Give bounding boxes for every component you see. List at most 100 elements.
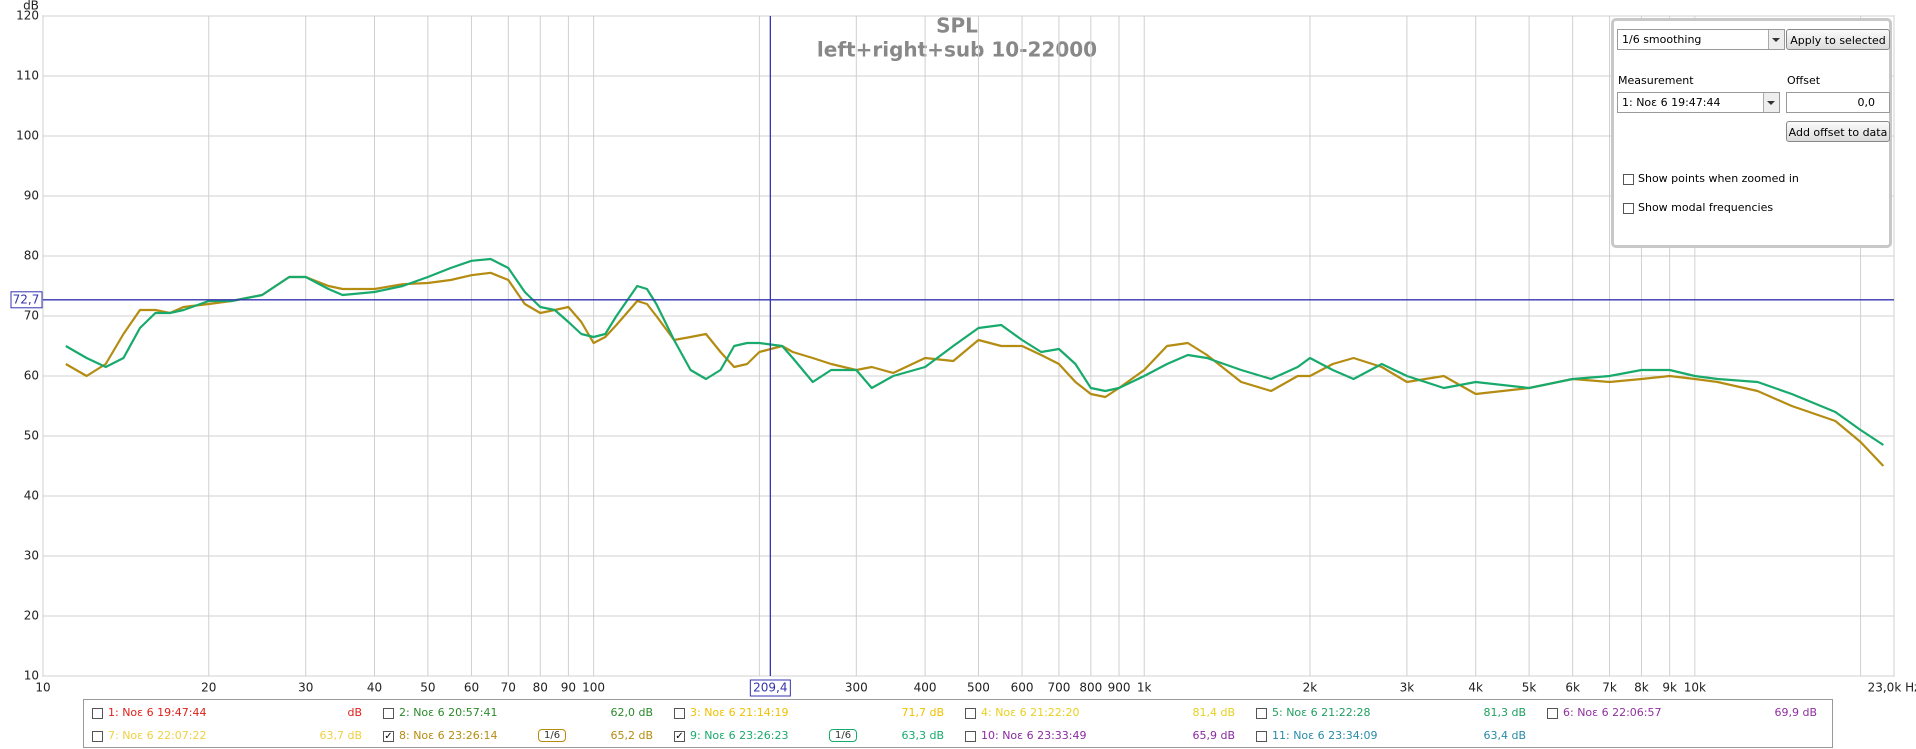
y-tick-label: 10	[24, 669, 39, 683]
measurement-readout: dB	[347, 706, 362, 719]
x-tick-label: 4k	[1468, 681, 1483, 695]
checkbox[interactable]	[1623, 203, 1634, 214]
checkbox[interactable]	[1256, 731, 1267, 742]
x-tick-label: 600	[1011, 681, 1034, 695]
x-tick-label: 2k	[1303, 681, 1318, 695]
offset-label: Offset	[1787, 74, 1821, 87]
measurement-readout: 81,4 dB	[1192, 706, 1235, 719]
offset-spinner[interactable]: 0,0	[1786, 92, 1890, 113]
smoothing-dropdown[interactable]: 1/6 smoothing	[1617, 29, 1785, 50]
y-tick-label: 80	[24, 249, 39, 263]
x-tick-label: 30	[298, 681, 313, 695]
measurement-dropdown[interactable]: 1: Νοε 6 19:47:44	[1617, 92, 1780, 113]
measurement-name: 2: Νοε 6 20:57:41	[399, 706, 498, 719]
checkbox-label: Show points when zoomed in	[1638, 172, 1799, 185]
measurement-readout: 63,4 dB	[1483, 729, 1526, 742]
x-tick-label: 900	[1108, 681, 1131, 695]
checkbox[interactable]	[92, 731, 103, 742]
x-tick-label: 500	[967, 681, 990, 695]
offset-button[interactable]: Add offset to data	[1786, 121, 1890, 142]
x-tick-label: 3k	[1400, 681, 1415, 695]
series-line	[65, 257, 1884, 446]
cursor-x-label: 209,4	[753, 681, 787, 695]
y-tick-label: 60	[24, 369, 39, 383]
x-tick-label: 300	[845, 681, 868, 695]
measurement-readout: 71,7 dB	[901, 706, 944, 719]
measurement-name: 1: Νοε 6 19:47:44	[108, 706, 207, 719]
offset-value: 0,0	[1857, 96, 1876, 109]
x-tick-label: 80	[533, 681, 548, 695]
x-tick-label: 9k	[1662, 681, 1677, 695]
x-tick-label: 40	[367, 681, 382, 695]
x-tick-label: 700	[1047, 681, 1070, 695]
measurement-readout: 62,0 dB	[610, 706, 653, 719]
measurement-name: 5: Νοε 6 21:22:28	[1272, 706, 1371, 719]
measurement-list: 1: Νοε 6 19:47:44 dB 2: Νοε 6 20:57:41 62,0…	[83, 699, 1833, 748]
x-tick-label: 800	[1079, 681, 1102, 695]
x-tick-label: 10	[35, 681, 50, 695]
checkbox[interactable]	[674, 708, 685, 719]
x-tick-label: 23,0k Hz	[1868, 681, 1916, 695]
checkbox-label: Show modal frequencies	[1638, 201, 1774, 214]
measurement-label: Measurement	[1618, 74, 1694, 87]
y-tick-label: 120	[16, 9, 39, 23]
series-line	[65, 271, 1885, 467]
measurement-readout: 63,7 dB	[319, 729, 362, 742]
y-tick-label: 70	[24, 309, 39, 323]
measurement-name: 11: Νοε 6 23:34:09	[1272, 729, 1378, 742]
smoothing-value: 1/6 smoothing	[1622, 33, 1702, 46]
measurement-readout: 63,3 dB	[901, 729, 944, 742]
checkbox[interactable]	[965, 731, 976, 742]
measurement-readout: 65,2 dB	[610, 729, 653, 742]
dropdown-arrow	[1768, 30, 1784, 49]
checkbox[interactable]	[1547, 708, 1558, 719]
x-tick-label: 5k	[1522, 681, 1537, 695]
checkbox[interactable]: ✓	[383, 731, 394, 742]
x-tick-label: 7k	[1602, 681, 1617, 695]
x-tick-label: 400	[914, 681, 937, 695]
x-tick-label: 100	[582, 681, 605, 695]
x-tick-label: 50	[420, 681, 435, 695]
y-tick-label: 50	[24, 429, 39, 443]
smoothing-badge: 1/6	[538, 729, 567, 742]
measurement-readout: 81,3 dB	[1483, 706, 1526, 719]
measurement-value: 1: Νοε 6 19:47:44	[1622, 96, 1721, 109]
measurement-readout: 65,9 dB	[1192, 729, 1235, 742]
dropdown-arrow	[1763, 93, 1779, 112]
y-axis-label: dB	[23, 0, 39, 13]
measurement-name: 10: Νοε 6 23:33:49	[981, 729, 1087, 742]
x-tick-label: 10k	[1684, 681, 1706, 695]
checkbox[interactable]	[1256, 708, 1267, 719]
chart-title: SPL	[936, 14, 978, 38]
checkbox[interactable]	[1623, 174, 1634, 185]
measurement-name: 6: Νοε 6 22:06:57	[1563, 706, 1662, 719]
grid	[42, 15, 1895, 677]
measurement-name: 9: Νοε 6 23:26:23	[690, 729, 789, 742]
checkbox[interactable]	[965, 708, 976, 719]
chart-subtitle: left+right+sub 10-22000	[817, 38, 1097, 62]
cursor-y-label: 72,7	[13, 292, 40, 306]
checkbox[interactable]	[383, 708, 394, 719]
x-tick-label: 8k	[1634, 681, 1649, 695]
measurement-name: 7: Νοε 6 22:07:22	[108, 729, 207, 742]
y-tick-label: 100	[16, 129, 39, 143]
measurement-name: 4: Νοε 6 21:22:20	[981, 706, 1080, 719]
x-tick-label: 70	[501, 681, 516, 695]
y-tick-label: 40	[24, 489, 39, 503]
plot-area	[42, 15, 1895, 677]
cursor-label-box	[10, 291, 43, 309]
y-tick-label: 30	[24, 549, 39, 563]
y-tick-label: 20	[24, 609, 39, 623]
checkbox[interactable]: ✓	[674, 731, 685, 742]
x-tick-label: 6k	[1565, 681, 1580, 695]
y-tick-label: 110	[16, 69, 39, 83]
measurement-name: 3: Νοε 6 21:14:19	[690, 706, 789, 719]
x-tick-label: 1k	[1137, 681, 1152, 695]
x-tick-label: 90	[561, 681, 576, 695]
measurement-readout: 69,9 dB	[1774, 706, 1817, 719]
apply-button[interactable]: Apply to selected	[1786, 29, 1890, 50]
checkbox[interactable]	[92, 708, 103, 719]
y-tick-label: 90	[24, 189, 39, 203]
